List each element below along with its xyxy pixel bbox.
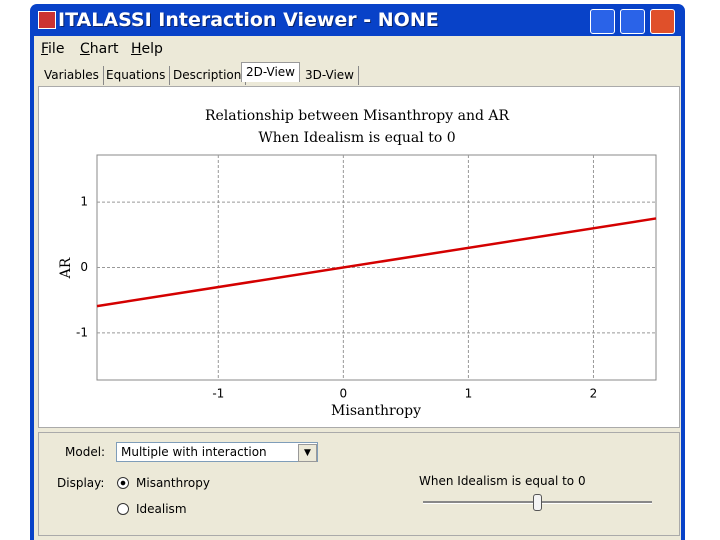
tab[interactable]: Variables xyxy=(40,66,104,85)
tab[interactable]: 3D-View xyxy=(301,66,359,85)
display-label: Display: xyxy=(57,476,105,490)
slider-label: When Idealism is equal to 0 xyxy=(419,474,586,488)
app-icon xyxy=(38,11,56,29)
menu-item[interactable]: Help xyxy=(131,41,163,57)
y-tick-label: 0 xyxy=(80,260,88,274)
x-tick-label: 1 xyxy=(465,387,473,401)
radio-checked[interactable] xyxy=(117,477,129,489)
x-tick-label: 2 xyxy=(590,387,598,401)
chart-subtitle: When Idealism is equal to 0 xyxy=(258,130,455,146)
control-panel xyxy=(38,432,680,536)
minimize-button[interactable] xyxy=(590,9,615,34)
x-tick-label: 0 xyxy=(340,387,348,401)
x-axis-label: Misanthropy xyxy=(331,403,421,419)
close-button[interactable] xyxy=(650,9,675,34)
y-axis-label: AR xyxy=(58,257,74,279)
dropdown-arrow[interactable]: ▼ xyxy=(298,444,317,462)
maximize-button[interactable] xyxy=(620,9,645,34)
chart-panel xyxy=(38,86,680,428)
model-dropdown[interactable]: Multiple with interaction xyxy=(116,442,318,462)
y-tick-label: 1 xyxy=(80,195,88,209)
radio-label[interactable]: Misanthropy xyxy=(136,476,210,490)
y-tick-label: -1 xyxy=(76,325,88,339)
menu-item[interactable]: Chart xyxy=(80,41,119,57)
tab[interactable]: Equations xyxy=(102,66,171,85)
radio[interactable] xyxy=(117,503,129,515)
line xyxy=(96,217,657,308)
x-tick-label: -1 xyxy=(212,387,224,401)
model-label: Model: xyxy=(65,445,106,459)
slider-thumb[interactable] xyxy=(533,494,542,511)
chart-title: Relationship between Misanthropy and AR xyxy=(205,108,510,124)
tab-active[interactable]: 2D-View xyxy=(241,62,300,82)
window-title: ITALASSI Interaction Viewer - NONE xyxy=(58,9,439,31)
menu-item[interactable]: File xyxy=(41,41,65,57)
radio-label[interactable]: Idealism xyxy=(136,502,187,516)
